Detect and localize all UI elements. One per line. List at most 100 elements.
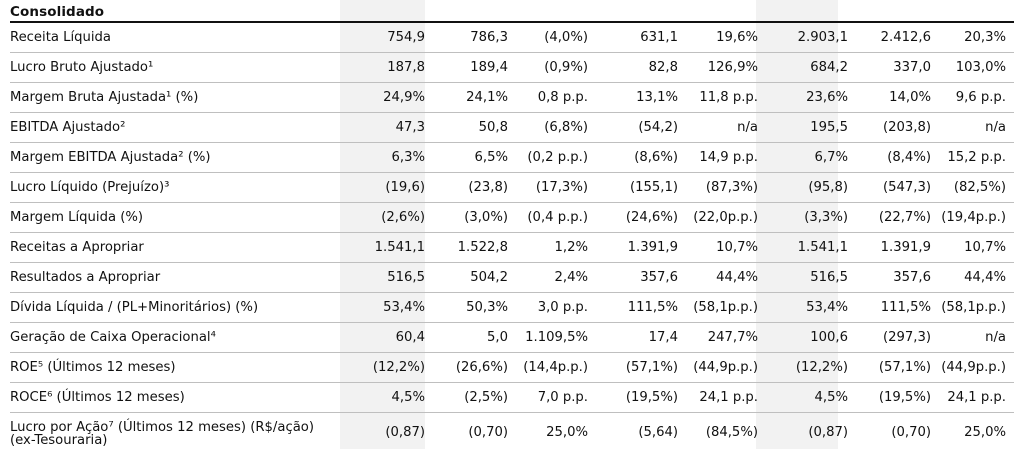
table-cell: 3,0 p.p. [508, 293, 596, 323]
table-cell: 23,6% [766, 83, 848, 113]
table-cell: (54,2) [596, 113, 678, 143]
table-cell: 17,4 [596, 323, 678, 353]
row-label: Resultados a Apropriar [10, 263, 340, 293]
table-cell: 357,6 [848, 263, 931, 293]
table-cell: 15,2 p.p. [931, 143, 1014, 173]
table-cell: (87,3%) [678, 173, 766, 203]
table-cell: (3,3%) [766, 203, 848, 233]
table-cell: 357,6 [596, 263, 678, 293]
table-cell: 1,2% [508, 233, 596, 263]
table-cell: 103,0% [931, 53, 1014, 83]
row-label: Lucro Bruto Ajustado¹ [10, 53, 340, 83]
table-cell: n/a [931, 113, 1014, 143]
table-cell: 100,6 [766, 323, 848, 353]
table-cell: (0,4 p.p.) [508, 203, 596, 233]
table-cell: (2,5%) [425, 383, 508, 413]
table-cell: (22,7%) [848, 203, 931, 233]
table-cell: 47,3 [340, 113, 425, 143]
table-cell: (8,4%) [848, 143, 931, 173]
table-cell: 44,4% [678, 263, 766, 293]
table-cell: 14,0% [848, 83, 931, 113]
table-cell: 0,8 p.p. [508, 83, 596, 113]
table-cell: (58,1p.p.) [931, 293, 1014, 323]
table-cell: 44,4% [931, 263, 1014, 293]
table-row: Margem Líquida (%)(2,6%)(3,0%)(0,4 p.p.)… [10, 203, 1014, 233]
table-cell: 24,1 p.p. [931, 383, 1014, 413]
table-cell: (23,8) [425, 173, 508, 203]
table-row: Lucro Líquido (Prejuízo)³(19,6)(23,8)(17… [10, 173, 1014, 203]
table-cell: 53,4% [766, 293, 848, 323]
table-cell: 1.109,5% [508, 323, 596, 353]
table-cell: 2,4% [508, 263, 596, 293]
table-cell: 187,8 [340, 53, 425, 83]
table-cell: 631,1 [596, 23, 678, 53]
table-row: ROE⁵ (Últimos 12 meses)(12,2%)(26,6%)(14… [10, 353, 1014, 383]
row-label: ROCE⁶ (Últimos 12 meses) [10, 383, 340, 413]
table-cell: (17,3%) [508, 173, 596, 203]
table-cell: 195,5 [766, 113, 848, 143]
row-label: EBITDA Ajustado² [10, 113, 340, 143]
table-cell: (8,6%) [596, 143, 678, 173]
table-cell: n/a [931, 323, 1014, 353]
table-cell: 786,3 [425, 23, 508, 53]
table-cell: (3,0%) [425, 203, 508, 233]
table-cell: 337,0 [848, 53, 931, 83]
table-cell: (82,5%) [931, 173, 1014, 203]
table-cell: 754,9 [340, 23, 425, 53]
table-cell: 126,9% [678, 53, 766, 83]
table-cell: (44,9p.p.) [931, 353, 1014, 383]
table-cell: (19,5%) [848, 383, 931, 413]
table-cell: (0,70) [425, 413, 508, 452]
row-label: Lucro Líquido (Prejuízo)³ [10, 173, 340, 203]
table-cell: (0,9%) [508, 53, 596, 83]
table-cell: 60,4 [340, 323, 425, 353]
table-cell: 11,8 p.p. [678, 83, 766, 113]
table-row: Margem EBITDA Ajustada² (%)6,3%6,5%(0,2 … [10, 143, 1014, 173]
table-cell: 25,0% [508, 413, 596, 452]
table-cell: 4,5% [340, 383, 425, 413]
table-row: ROCE⁶ (Últimos 12 meses)4,5%(2,5%)7,0 p.… [10, 383, 1014, 413]
table-cell: 7,0 p.p. [508, 383, 596, 413]
table-cell: 82,8 [596, 53, 678, 83]
table-cell: 5,0 [425, 323, 508, 353]
table-cell: (5,64) [596, 413, 678, 452]
table-cell: (19,5%) [596, 383, 678, 413]
table-cell: (57,1%) [596, 353, 678, 383]
table-row: Dívida Líquida / (PL+Minoritários) (%)53… [10, 293, 1014, 323]
row-label: Margem EBITDA Ajustada² (%) [10, 143, 340, 173]
table-cell: (95,8) [766, 173, 848, 203]
table-cell: (12,2%) [766, 353, 848, 383]
table-cell: 1.541,1 [766, 233, 848, 263]
section-title: Consolidado [10, 4, 104, 20]
table-cell: 1.522,8 [425, 233, 508, 263]
table-cell: 111,5% [848, 293, 931, 323]
table-cell: 247,7% [678, 323, 766, 353]
table-cell: (14,4p.p.) [508, 353, 596, 383]
row-label: Margem Bruta Ajustada¹ (%) [10, 83, 340, 113]
table-cell: 516,5 [766, 263, 848, 293]
table-cell: 2.412,6 [848, 23, 931, 53]
table-cell: 1.391,9 [596, 233, 678, 263]
table-cell: 50,3% [425, 293, 508, 323]
row-label: Margem Líquida (%) [10, 203, 340, 233]
table-cell: (84,5%) [678, 413, 766, 452]
table-cell: 25,0% [931, 413, 1014, 452]
table-cell: (24,6%) [596, 203, 678, 233]
table-cell: n/a [678, 113, 766, 143]
table-cell: 24,9% [340, 83, 425, 113]
table-cell: 24,1% [425, 83, 508, 113]
table-cell: (12,2%) [340, 353, 425, 383]
table-cell: 14,9 p.p. [678, 143, 766, 173]
table-cell: (6,8%) [508, 113, 596, 143]
table-cell: (0,87) [766, 413, 848, 452]
table-cell: (0,70) [848, 413, 931, 452]
table-row: Lucro por Ação⁷ (Últimos 12 meses) (R$/a… [10, 413, 1014, 452]
row-label: Receitas a Apropriar [10, 233, 340, 263]
